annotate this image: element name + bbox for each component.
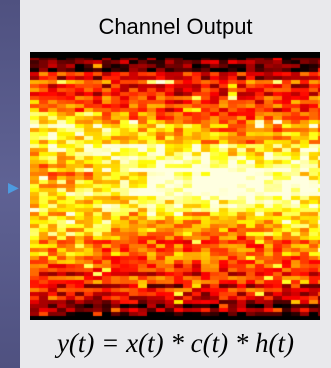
convolution-equation: y(t) = x(t) * c(t) * h(t) — [20, 328, 331, 359]
channel-output-heatmap — [30, 52, 320, 320]
arrow-right-icon: ▶ — [8, 181, 19, 195]
figure-title: Channel Output — [20, 14, 331, 40]
